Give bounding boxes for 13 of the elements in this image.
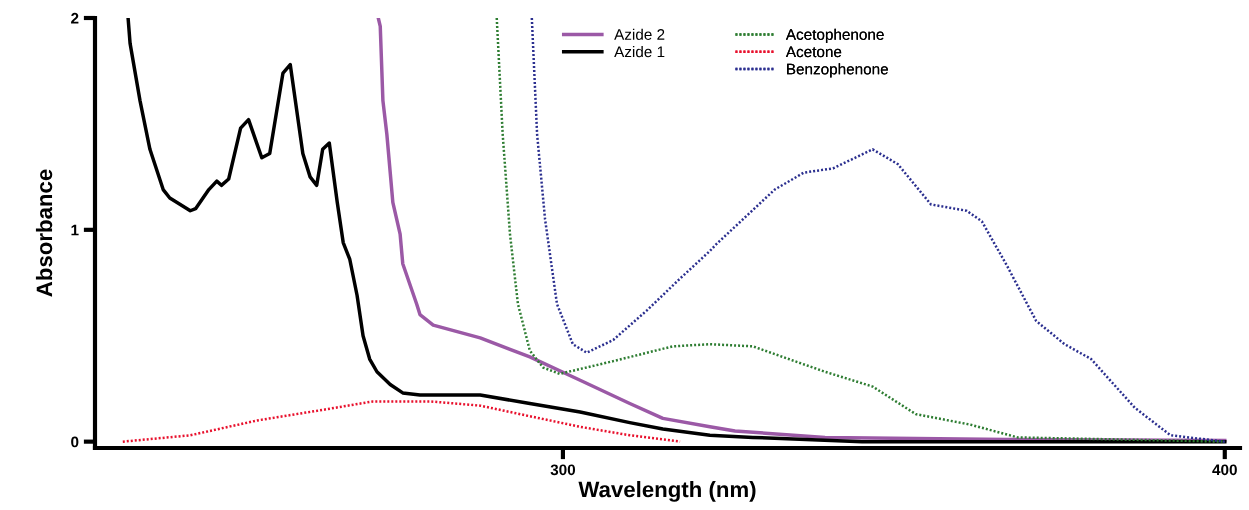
legend-label: Acetone [785, 46, 842, 58]
y-tick-label: 1 [71, 224, 79, 236]
y-axis-title: Absorbance [35, 169, 53, 297]
legend-label: Azide 1 [614, 45, 665, 58]
line-series [126, 18, 1227, 444]
x-axis-title: Wavelength (nm) [578, 480, 756, 502]
y-tick-label: 2 [71, 12, 79, 24]
x-tick-label: 300 [550, 464, 576, 476]
y-tick-label: 0 [71, 436, 79, 448]
legend-label: Azide 2 [614, 28, 665, 40]
x-tick-label: 400 [1212, 464, 1237, 476]
legend-label: Benzophenone [787, 63, 888, 78]
legend-label: Acetophenone [785, 28, 884, 43]
